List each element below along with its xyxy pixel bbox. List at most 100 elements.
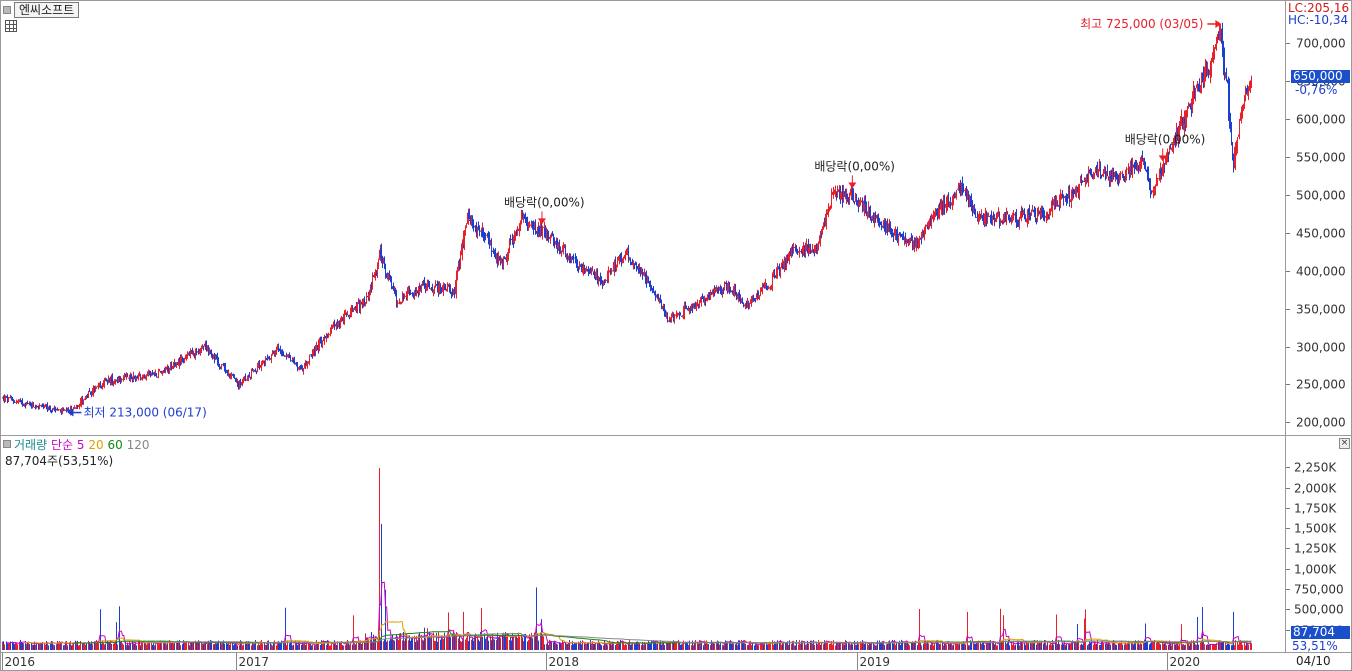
volume-bar: [736, 642, 737, 650]
volume-bar: [1103, 643, 1104, 650]
candle-body: [278, 346, 279, 350]
candle-body: [446, 289, 447, 291]
candle-body: [418, 286, 419, 292]
candle-body: [900, 234, 901, 236]
candle-body: [431, 287, 432, 291]
candle-body: [1138, 166, 1139, 171]
volume-bar: [1088, 644, 1089, 650]
candle-body: [61, 408, 62, 413]
candle-body: [932, 215, 933, 220]
candle-body: [204, 343, 205, 347]
volume-bar: [289, 643, 290, 650]
volume-bar: [358, 640, 359, 650]
volume-bar: [1113, 640, 1114, 650]
volume-bar: [953, 644, 954, 650]
volume-bar: [255, 639, 256, 650]
candle-body: [785, 261, 786, 267]
candle-body: [799, 250, 800, 254]
candle-body: [710, 293, 711, 300]
volume-bar: [663, 640, 664, 650]
volume-bar: [1132, 643, 1133, 650]
candle-body: [1248, 87, 1249, 91]
volume-bar: [50, 642, 51, 650]
candle-body: [53, 407, 54, 410]
volume-bar: [446, 635, 447, 650]
volume-bar: [1007, 642, 1008, 650]
candle-body: [538, 226, 539, 234]
stock-title-box[interactable]: 엔씨소프트: [3, 2, 80, 18]
pane-toggle-icon[interactable]: [3, 440, 11, 448]
candle-body: [745, 303, 746, 305]
volume-bar: [86, 643, 87, 650]
candle-body: [869, 206, 870, 218]
candle-body: [258, 363, 259, 366]
volume-bar: [766, 642, 767, 650]
volume-bar: [726, 641, 727, 650]
volume-bar: [482, 636, 483, 650]
volume-bar: [214, 643, 215, 650]
volume-bar: [946, 644, 947, 650]
volume-bar: [384, 638, 385, 650]
pane-toggle-icon[interactable]: [3, 6, 11, 14]
volume-bar: [924, 640, 925, 650]
volume-bar: [367, 637, 368, 650]
volume-bar: [698, 643, 699, 650]
volume-bar: [90, 643, 91, 650]
candle-body: [262, 361, 263, 363]
candle-body: [982, 214, 983, 222]
candle-body: [781, 262, 782, 269]
volume-bar: [160, 640, 161, 650]
close-icon[interactable]: ×: [1339, 438, 1350, 449]
candle-body: [946, 196, 947, 206]
candle-body: [634, 264, 635, 266]
table-icon[interactable]: [5, 20, 17, 32]
candle-body: [323, 337, 324, 342]
volume-bar: [51, 640, 52, 650]
volume-bar: [26, 644, 27, 650]
candle-body: [57, 408, 58, 411]
candle-body: [260, 364, 261, 368]
volume-bar: [811, 640, 812, 650]
candle-body: [976, 216, 977, 218]
volume-bar: [164, 642, 165, 650]
candle-body: [157, 376, 158, 378]
candle-body: [889, 223, 890, 232]
candle-body: [329, 334, 330, 336]
candle-body: [943, 200, 944, 213]
stock-name[interactable]: 엔씨소프트: [14, 2, 80, 18]
volume-bar: [154, 645, 155, 650]
volume-bar: [827, 640, 828, 650]
candle-body: [1201, 72, 1202, 88]
candle-body: [767, 288, 768, 290]
volume-bar: [1066, 643, 1067, 650]
volume-bar: [188, 641, 189, 650]
candle-body: [299, 366, 300, 368]
candle-body: [576, 261, 577, 268]
volume-bar: [1094, 641, 1095, 650]
candle-body: [205, 342, 206, 349]
candle-body: [712, 289, 713, 295]
volume-bar: [886, 644, 887, 650]
volume-bar: [169, 640, 170, 650]
candle-body: [6, 396, 7, 398]
candle-body: [349, 315, 350, 318]
candle-body: [86, 396, 87, 398]
candle-body: [490, 240, 491, 244]
volume-bar: [697, 642, 698, 650]
volume-bar: [838, 642, 839, 650]
volume-bar: [1212, 644, 1213, 650]
volume-bar: [760, 643, 761, 650]
candle-body: [829, 207, 830, 210]
ma5-line: [7, 581, 1252, 646]
volume-bar: [193, 642, 194, 650]
candle-body: [359, 301, 360, 310]
candle-body: [65, 409, 66, 411]
volume-bar: [1218, 641, 1219, 650]
candle-body: [8, 397, 9, 402]
volume-bar: [22, 642, 23, 650]
volume-bar: [123, 644, 124, 650]
candle-body: [1097, 169, 1098, 176]
volume-bar: [1153, 641, 1154, 650]
